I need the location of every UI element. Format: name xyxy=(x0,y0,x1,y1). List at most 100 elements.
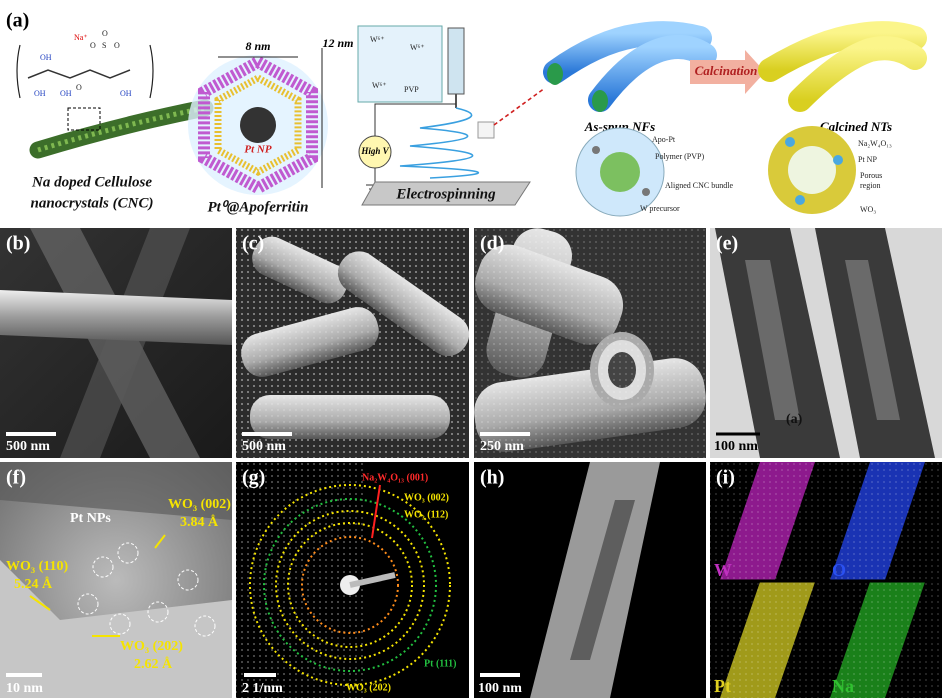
dimension: 12 nm xyxy=(322,36,353,50)
np-circle xyxy=(109,613,131,635)
fiber xyxy=(0,290,232,345)
np-circle xyxy=(77,593,99,615)
core-label: Pt NP xyxy=(244,144,271,156)
pt-np xyxy=(795,195,805,205)
dimension: 8 nm xyxy=(245,39,270,53)
panel-g: Na₂W₄O₁₃ (001) WO₃ (002) WO₃ (112) Pt (1… xyxy=(236,462,469,698)
annotation: WO₃ (202) xyxy=(346,682,391,693)
structure-label: OH xyxy=(60,89,72,98)
scale-label: 500 nm xyxy=(6,439,50,454)
np-circle xyxy=(92,556,114,578)
jet xyxy=(399,107,480,179)
legend-label: region xyxy=(860,181,880,190)
panel-h: (h) 100 nm xyxy=(474,462,706,698)
legend-label: Porous xyxy=(860,171,882,180)
legend-label: Aligned CNC bundle xyxy=(665,181,733,190)
legend-label: Na₂W₄O₁₃ xyxy=(858,139,892,148)
caption: As-spun NFs xyxy=(584,119,655,134)
caption: Pt⁰@Apoferritin xyxy=(207,199,308,215)
scale-label: 250 nm xyxy=(480,439,524,454)
nanotube xyxy=(788,36,927,112)
cnc-bundle xyxy=(600,152,640,192)
structure-label: S xyxy=(102,41,106,50)
scale-label: 100 nm xyxy=(714,439,758,454)
solution-box xyxy=(357,25,443,103)
structure-label: O xyxy=(114,41,120,50)
annotation: WO₃ (110) xyxy=(6,559,68,574)
solution-label: PVP xyxy=(404,85,419,94)
scale-label: 2 1/nm xyxy=(242,681,283,696)
hollow xyxy=(845,260,900,420)
collector xyxy=(361,181,531,206)
marker xyxy=(29,595,51,611)
element-label: Pt xyxy=(714,676,731,696)
fiber-end xyxy=(592,90,608,112)
panel-label: (i) xyxy=(716,467,735,489)
panel-d: (d) 250 nm xyxy=(474,228,706,458)
substrate xyxy=(0,560,232,698)
annotation: WO₃ (002) xyxy=(168,497,231,512)
legend-label: W precursor xyxy=(640,204,680,213)
panel-label: (b) xyxy=(6,233,30,255)
process-arrow xyxy=(690,50,765,94)
apo-pt xyxy=(592,146,600,154)
panel-c: (c) 500 nm xyxy=(236,228,470,458)
structure-label: OH xyxy=(40,53,52,62)
circuit xyxy=(366,103,456,190)
panel-i: W O Pt Na (i) xyxy=(710,462,942,698)
panel-e: (e) (a) 100 nm xyxy=(710,228,942,458)
annotation: Pt (111) xyxy=(424,658,457,669)
process-label: Calcination xyxy=(695,63,758,78)
sample-box xyxy=(477,121,495,139)
arrow xyxy=(493,87,546,126)
structure-label: OH xyxy=(34,89,46,98)
panel-label: (h) xyxy=(480,467,504,489)
annotation: 3.84 Å xyxy=(180,514,219,530)
structure-label: O xyxy=(90,41,96,50)
fiber-end xyxy=(547,63,563,85)
annotation: 5.24 Å xyxy=(14,576,53,592)
nanotube xyxy=(758,21,927,82)
apo-pt xyxy=(642,188,650,196)
inset-text: (a) xyxy=(786,412,803,427)
panel-label: (c) xyxy=(242,233,264,255)
syringe xyxy=(447,27,465,95)
nanofiber xyxy=(543,21,712,84)
ring xyxy=(249,484,451,686)
pt-np xyxy=(785,137,795,147)
hollow xyxy=(570,500,635,660)
legend-label: Apo-Pt xyxy=(652,135,676,144)
ring xyxy=(263,498,437,672)
zoom-box xyxy=(67,107,101,131)
annotation: WO₃ (202) xyxy=(120,639,183,654)
cnc-texture xyxy=(37,105,206,153)
caption: Electrospinning xyxy=(395,186,496,202)
scale-label: 100 nm xyxy=(478,681,522,696)
background xyxy=(0,462,232,520)
texture xyxy=(236,228,469,458)
panel-label: (d) xyxy=(480,233,504,255)
caption: Na doped Cellulose xyxy=(31,174,152,190)
element-label: W xyxy=(714,560,732,580)
panel-label: (a) xyxy=(6,10,29,32)
protein-shell-inner xyxy=(214,74,302,176)
np-circle xyxy=(194,615,216,637)
np-circle xyxy=(147,601,169,623)
texture xyxy=(474,228,706,458)
caption: nanocrystals (CNC) xyxy=(31,195,154,211)
pt-core xyxy=(240,107,276,143)
legend-label: WO₃ xyxy=(860,205,876,214)
panel-label: (g) xyxy=(242,467,265,489)
porous-core xyxy=(788,146,836,194)
ring xyxy=(301,536,399,634)
scale-label: 500 nm xyxy=(242,439,286,454)
annotation: 2.62 Å xyxy=(134,656,173,672)
bracket xyxy=(16,44,154,99)
np-circle xyxy=(117,542,139,564)
structure-label: O xyxy=(76,83,82,92)
structure-label: OH xyxy=(120,89,132,98)
scale-label: 10 nm xyxy=(6,681,43,696)
protein-shell xyxy=(198,55,318,195)
legend-label: Pt NP xyxy=(858,155,877,164)
